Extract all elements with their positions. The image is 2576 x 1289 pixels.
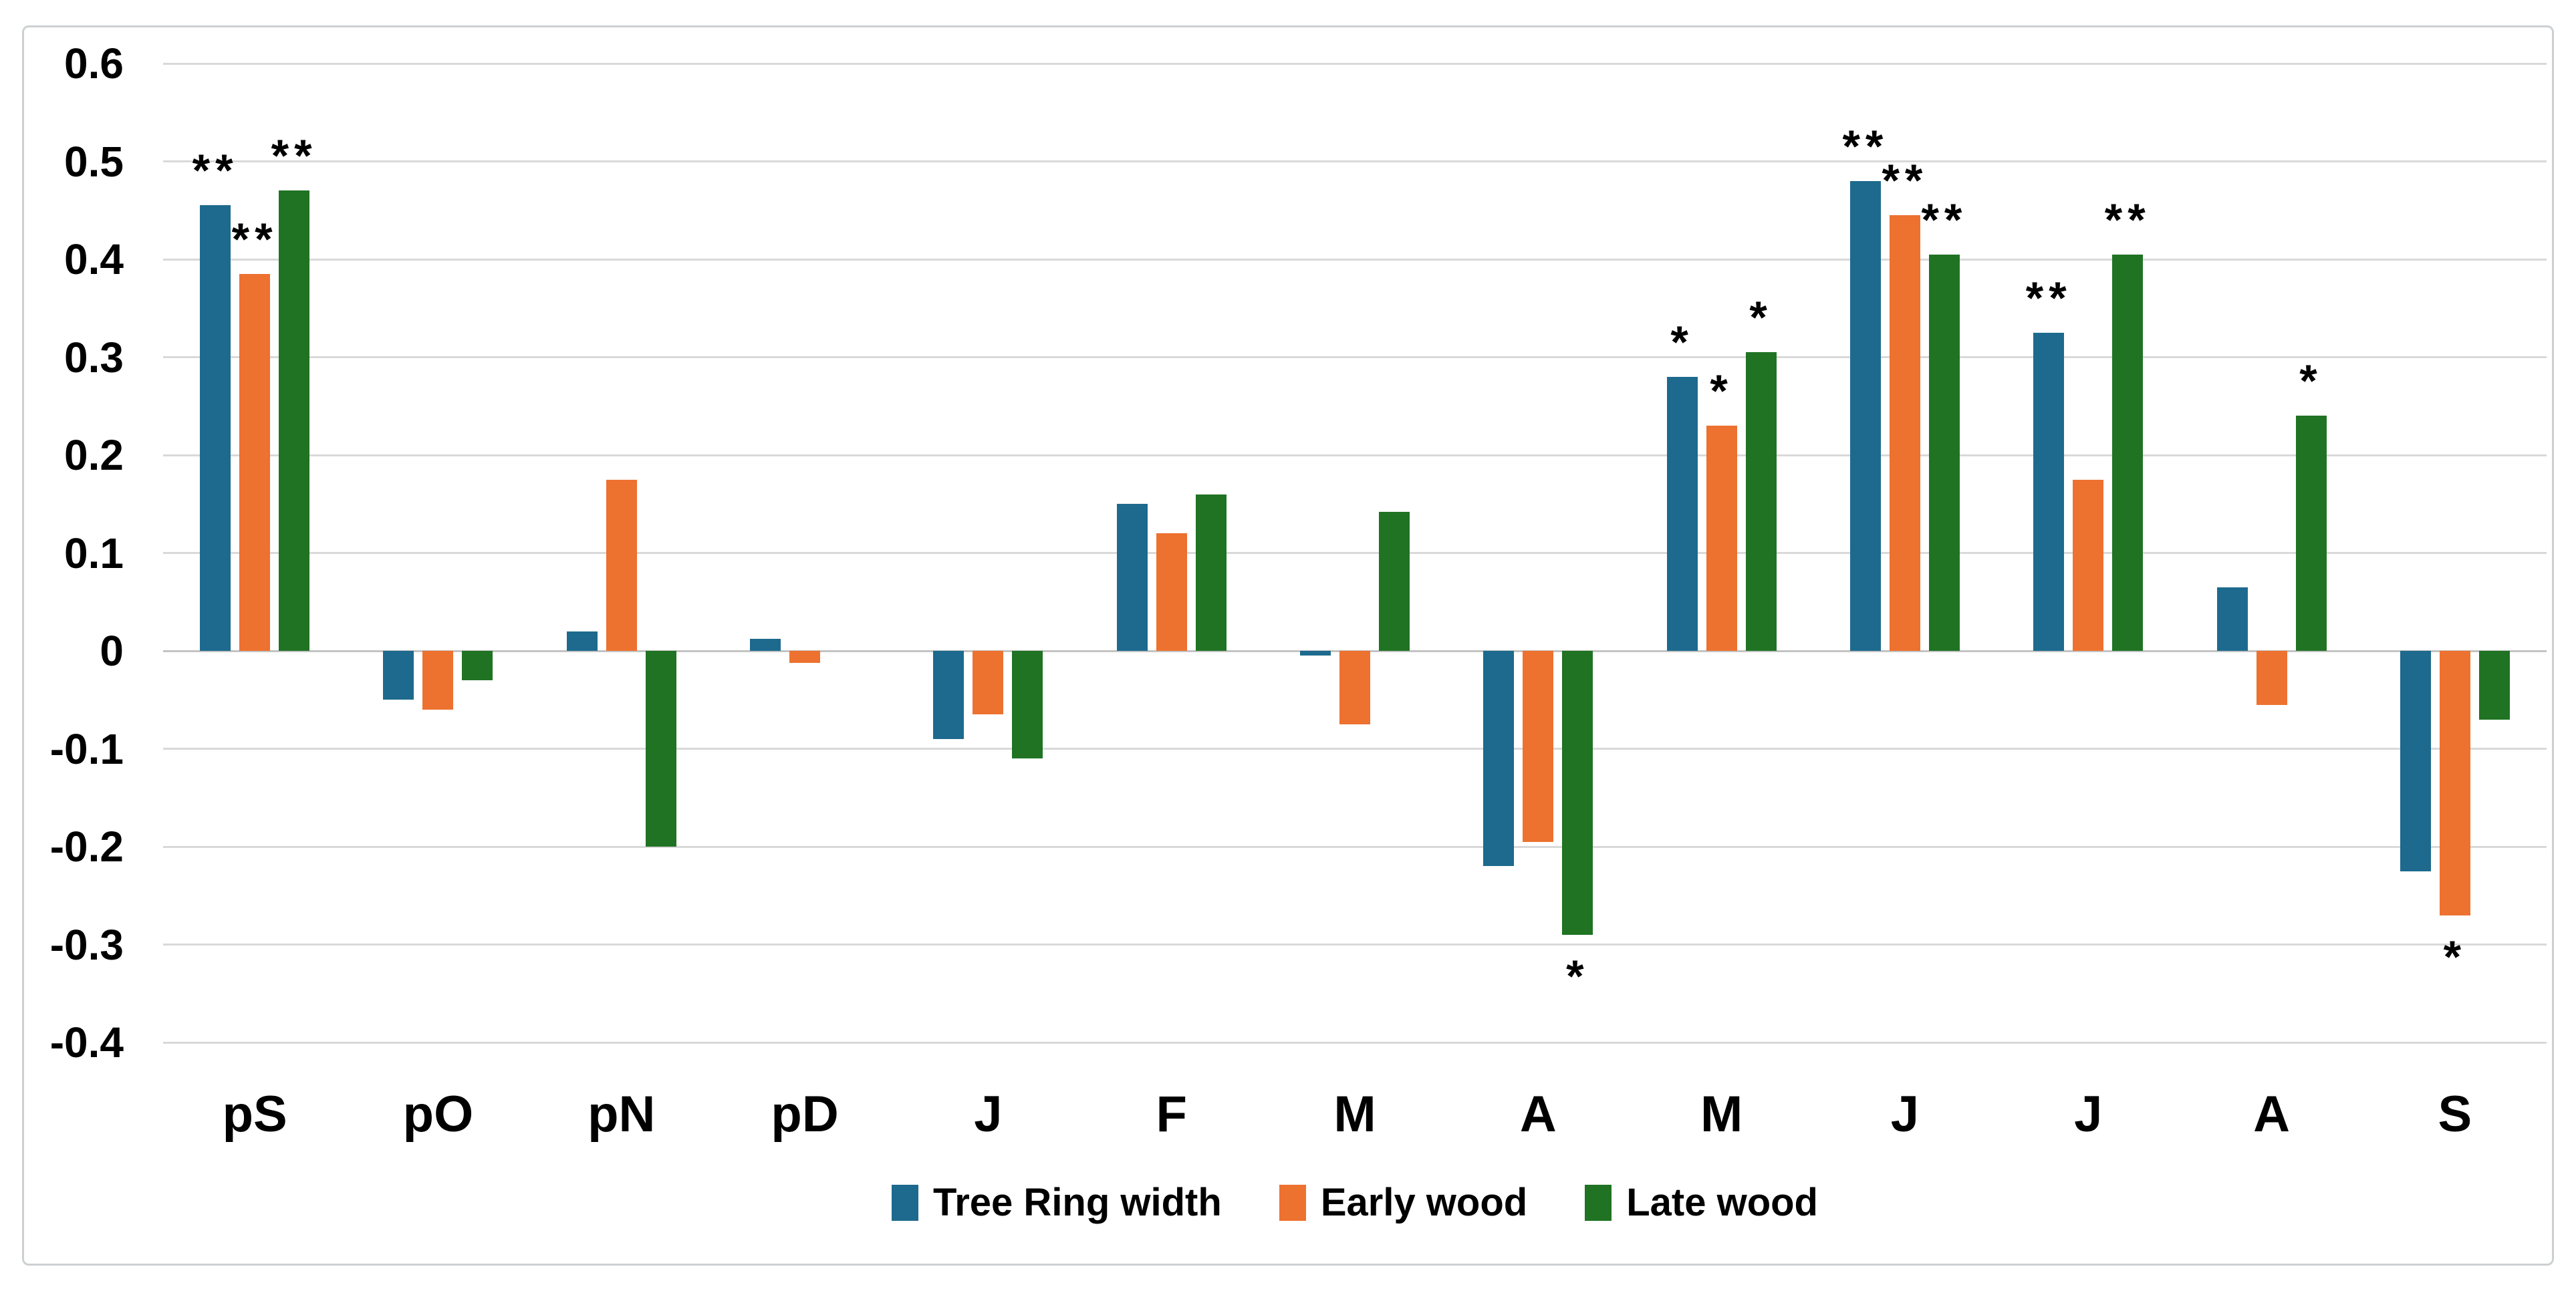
bar [933,651,964,739]
x-tick-label: M [1700,1086,1743,1143]
y-tick-label: 0.6 [64,39,124,88]
bar [566,631,598,651]
significance-marker: * [1749,292,1773,343]
y-tick-label: -0.1 [49,724,124,773]
x-tick-label: A [1519,1086,1557,1143]
gridline [163,160,2547,162]
bar [1195,494,1227,651]
bar [2112,254,2144,651]
significance-marker: ** [2025,272,2072,323]
gridline [163,258,2547,261]
bar [2256,651,2287,705]
bar [1483,651,1515,867]
y-tick-label: 0.3 [64,333,124,382]
significance-marker: ** [271,130,317,182]
gridline [163,748,2547,750]
bar [973,651,1004,715]
x-tick-label: pN [588,1086,656,1143]
significance-marker: * [1670,316,1694,368]
y-tick-label: 0.4 [64,235,124,283]
bar [645,651,676,847]
gridline [163,62,2547,65]
legend-swatch [1279,1185,1306,1221]
legend-item: Tree Ring width [892,1181,1222,1224]
significance-marker: ** [231,213,278,265]
bar [1889,215,1920,651]
x-tick-label: pS [222,1086,287,1143]
bar [1562,651,1593,935]
bar [2478,651,2510,720]
bar [2400,651,2431,871]
bar [2033,332,2065,651]
significance-marker: * [1710,366,1733,417]
legend-item: Early wood [1279,1181,1527,1224]
y-tick-label: -0.3 [49,920,124,969]
significance-marker: * [2443,931,2467,982]
y-tick-label: 0.5 [64,137,124,186]
significance-marker: ** [192,145,239,196]
gridline [163,944,2547,946]
bar [2216,587,2248,651]
x-tick-label: pD [771,1086,839,1143]
bar [2439,651,2470,915]
y-tick-label: 0 [100,627,124,675]
bar [2073,479,2104,651]
bar [1928,254,1960,651]
bar [462,651,493,680]
x-tick-label: J [1890,1086,1920,1143]
bar [200,205,231,651]
significance-marker: ** [1921,194,1968,245]
gridline [163,356,2547,358]
y-tick-label: -0.2 [49,823,124,871]
bar [1156,533,1187,651]
bar [422,651,454,710]
bar [1339,651,1370,724]
bar [239,273,271,651]
legend-swatch [1585,1185,1612,1221]
significance-marker: ** [2104,194,2151,245]
bar [1012,651,1043,759]
x-tick-label: pO [402,1086,474,1143]
gridline [163,845,2547,848]
bar [789,651,821,663]
legend-label: Late wood [1626,1181,1818,1224]
legend: Tree Ring width Early wood Late wood [163,1181,2547,1224]
significance-marker: ** [1882,155,1928,206]
bar [1379,511,1410,651]
x-tick-label: J [974,1086,1003,1143]
bar [1666,376,1698,651]
bar [1300,651,1331,656]
x-tick-label: F [1156,1086,1187,1143]
y-tick-label: 0.1 [64,529,124,577]
legend-label: Tree Ring width [933,1181,1222,1224]
gridline [163,552,2547,554]
bar [750,639,781,651]
gridline [163,454,2547,456]
x-tick-label: S [2438,1086,2472,1143]
bar [1745,352,1777,651]
bar [1116,504,1148,651]
bar [2295,416,2327,651]
legend-item: Late wood [1585,1181,1818,1224]
bar [1523,651,1554,842]
bar [1849,180,1881,651]
bar [1706,426,1737,651]
significance-marker: ** [1842,120,1889,172]
y-tick-label: -0.4 [49,1018,124,1066]
significance-marker: * [2299,355,2323,407]
y-tick-label: 0.2 [64,431,124,479]
x-tick-label: A [2253,1086,2290,1143]
bar [383,651,414,700]
bar [606,479,637,651]
gridline [163,1041,2547,1044]
bar [279,190,310,651]
x-tick-label: M [1333,1086,1376,1143]
significance-marker: * [1566,950,1589,1002]
legend-swatch [892,1185,918,1221]
legend-label: Early wood [1320,1181,1528,1224]
x-tick-label: J [2074,1086,2103,1143]
